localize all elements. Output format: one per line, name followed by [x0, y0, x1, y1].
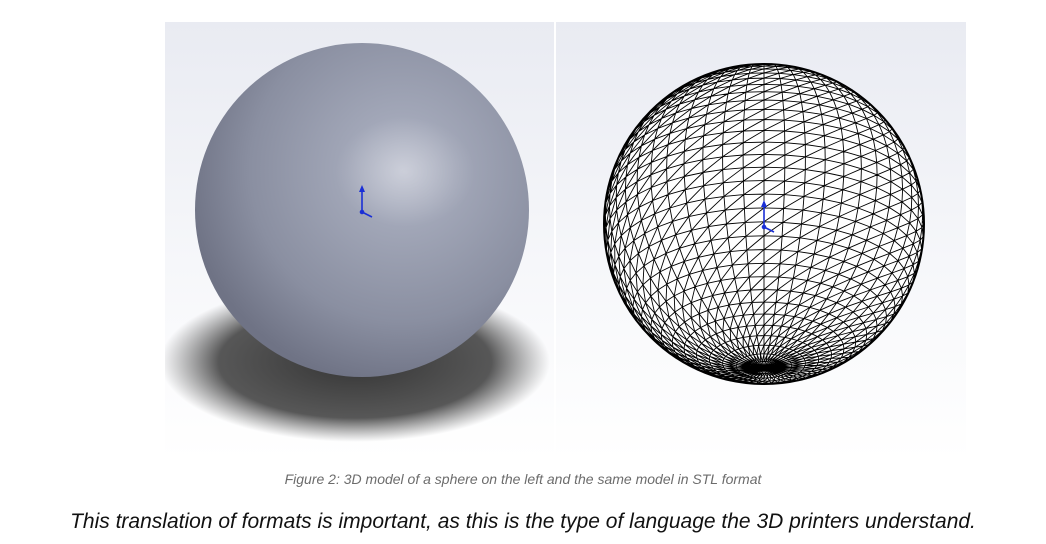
solid-sphere-panel [165, 22, 554, 460]
body-paragraph: This translation of formats is important… [70, 510, 976, 533]
mesh-triangles [604, 64, 924, 384]
figure-caption: Figure 2: 3D model of a sphere on the le… [284, 471, 762, 487]
solid-sphere-render [165, 43, 550, 442]
mesh-sphere-outline [603, 63, 925, 385]
stl-mesh-panel [556, 22, 966, 460]
stl-mesh-lines [604, 64, 924, 384]
sphere-highlight [335, 117, 475, 227]
stl-mesh-render [603, 63, 925, 385]
axis-triad-icon [761, 200, 775, 233]
axis-triad-icon [359, 185, 373, 218]
